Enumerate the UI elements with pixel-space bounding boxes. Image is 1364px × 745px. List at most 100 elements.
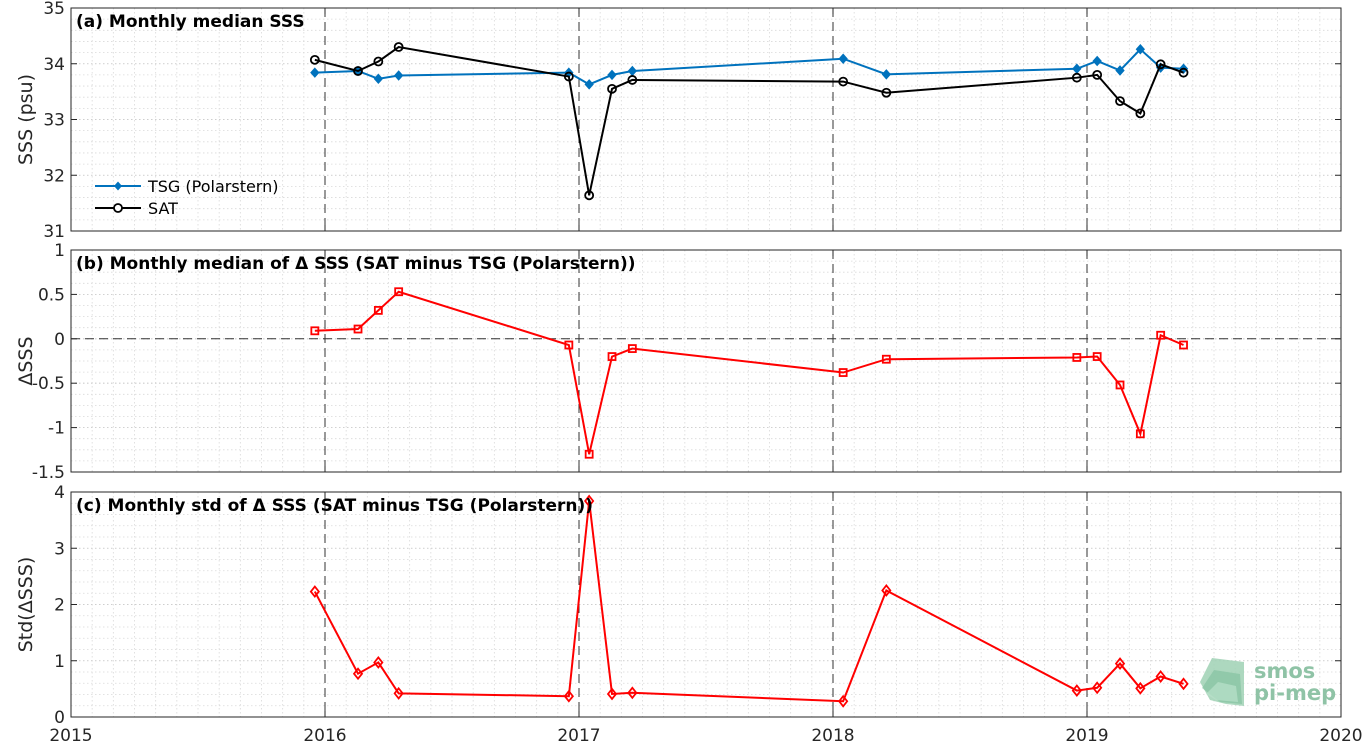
data-point [1071,72,1082,83]
data-point [1115,380,1125,390]
y-tick-label: -0.5 [32,374,65,394]
data-point [627,75,638,85]
data-point [309,54,320,65]
y-tick-label: 0 [54,330,65,350]
data-point [1178,67,1189,78]
x-tick-label: 2017 [557,726,600,745]
data-point [627,65,638,77]
data-point [627,686,638,700]
logo-mark [1200,658,1244,706]
panel-title: (b) Monthly median of Δ SSS (SAT minus T… [76,254,636,274]
series-sat [309,42,1189,201]
logo-text-smos: smos [1254,659,1315,683]
data-point [1155,59,1166,70]
y-tick-label: 34 [43,55,65,75]
grid [71,491,1341,718]
data-point [563,689,574,703]
data-point [353,66,363,76]
y-tick-label: 3 [54,539,65,559]
data-point [1135,429,1145,439]
series-line [314,47,1184,86]
data-point [881,87,892,98]
data-point [1156,330,1166,340]
data-point [607,352,617,361]
legend-label: TSG (Polarstern) [147,177,278,196]
series-line [313,500,1184,703]
data-point [607,83,617,94]
grid [71,7,1341,232]
legend-marker [113,203,123,213]
data-point [309,585,320,599]
panel-a-median-sss: 31 32 33 34 35 SSS (psu) (a) Monthly median SS… [15,0,1342,242]
y-tick-label: -1 [48,419,65,439]
y-tick-label: 4 [54,483,65,503]
data-point [1114,657,1126,671]
data-point [353,324,363,334]
y-tick-label: 0.5 [38,285,65,305]
data-point [838,53,848,64]
panel-b-median-delta-sss: -1.5 -1 -0.5 0 0.5 1 ΔSSS (b) Monthly median of… [15,241,1342,483]
data-point [1092,352,1102,361]
y-tick-label: 32 [43,166,65,186]
data-point [1178,677,1189,691]
logo-text-pimep: pi-mep [1254,681,1336,705]
y-tick-label: 1 [54,652,65,672]
panel-c-std-delta-sss: 0 1 2 3 4 Std(ΔSSS) (c) Monthly std of Δ SSS (… [15,483,1342,728]
y-axis-label: SSS (psu) [15,74,37,165]
y-tick-label: 35 [43,0,65,19]
data-point [584,449,594,459]
y-tick-label: 1 [54,241,65,261]
data-point [1115,65,1125,76]
data-point [373,73,384,85]
data-point [373,56,384,67]
legend-marker [114,181,122,191]
data-point [584,79,594,90]
data-point [1179,340,1188,350]
data-point [373,305,383,315]
data-point [393,70,404,81]
legend: TSG (Polarstern) SAT [95,177,278,218]
y-tick-label: 31 [43,222,65,242]
data-point [1155,670,1166,683]
data-point [1071,684,1082,698]
data-point [1072,353,1082,362]
data-point [1135,108,1146,119]
data-point [1135,681,1146,695]
data-point [393,42,404,52]
data-point [584,190,595,201]
y-tick-label: -1.5 [32,463,65,483]
x-tick-label: 2020 [1319,726,1362,745]
data-point [606,687,618,701]
data-point [881,583,892,597]
data-point [584,494,595,508]
legend-label: SAT [148,199,178,218]
y-tick-label: 2 [54,596,65,616]
data-point [1115,96,1125,107]
data-point [564,340,574,350]
data-point [393,686,404,700]
panel-title: (a) Monthly median SSS [76,12,305,32]
data-point [373,655,384,669]
x-tick-label: 2019 [1065,726,1108,745]
data-point [627,344,637,353]
data-point [607,69,617,81]
data-point [838,694,849,708]
y-axis-label: ΔSSS [15,336,37,385]
data-point [394,287,404,297]
data-point [881,354,891,364]
smos-pimep-logo: smos pi-mep [1200,658,1336,706]
panel-title: (c) Monthly std of Δ SSS (SAT minus TSG … [76,496,593,516]
data-point [352,667,364,681]
data-point [1135,44,1146,55]
grid [71,249,1341,473]
x-tick-label: 2016 [303,726,346,745]
data-point [881,69,892,80]
data-point [838,76,849,87]
data-point [838,368,848,377]
y-tick-label: 0 [54,708,65,728]
data-point [1092,70,1103,80]
data-point [1072,63,1082,75]
y-axis-label: Std(ΔSSS) [15,557,37,653]
data-point [1092,681,1103,695]
